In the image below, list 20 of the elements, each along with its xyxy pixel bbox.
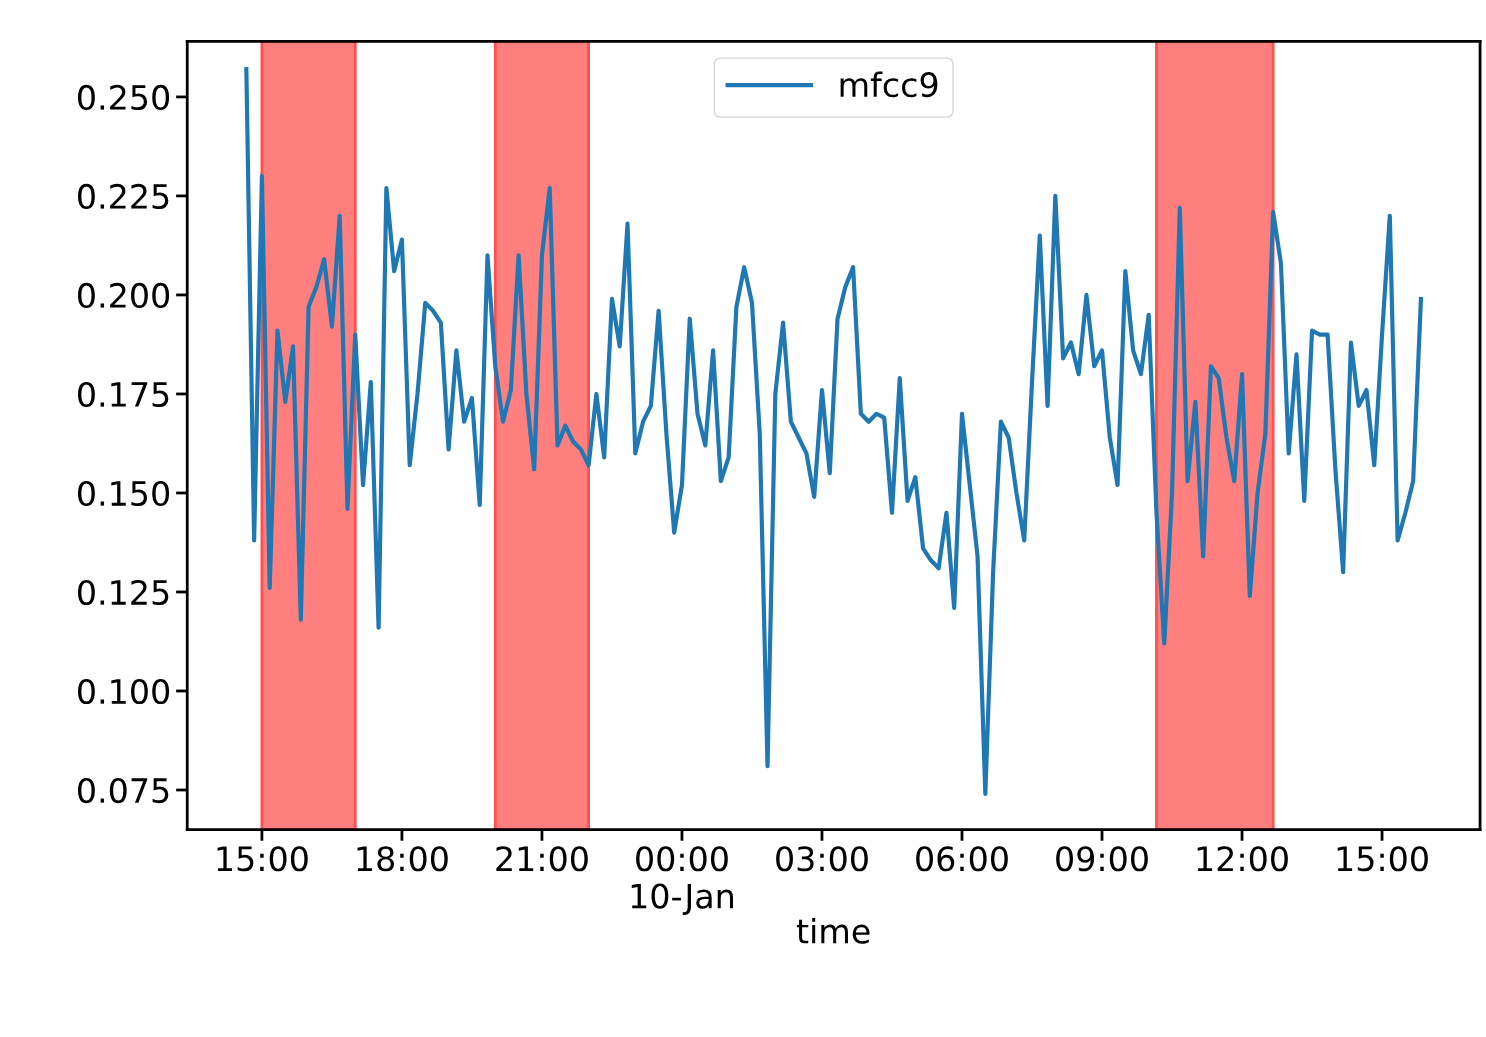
x-tick-label: 15:00 [217,846,308,872]
x-tick-label: 06:00 [916,846,1008,872]
y-tick-label: 0.225 [78,183,169,210]
x-tick-label: 09:00 [1056,846,1148,872]
y-tick-label: 0.150 [78,480,170,507]
y-tick-label: 0.250 [78,84,170,111]
y-tick-label: 0.125 [78,579,169,606]
x-tick-label: 03:00 [776,846,868,872]
y-tick-label: 0.075 [78,777,169,804]
x-tick-label: 12:00 [1197,846,1288,872]
x-axis-title: time [796,917,870,944]
x-tick-label: 15:00 [1337,846,1428,872]
y-tick-label: 0.100 [78,678,170,705]
y-tick-label: 0.200 [78,282,170,309]
y-tick-label: 0.175 [78,381,169,408]
line-series [244,67,1424,797]
x-tick-label: 18:00 [357,846,448,872]
x-tick-label: 00:00 10-Jan [631,846,733,915]
legend-label: mfcc9 [840,71,938,98]
x-tick-label: 21:00 [496,846,588,872]
